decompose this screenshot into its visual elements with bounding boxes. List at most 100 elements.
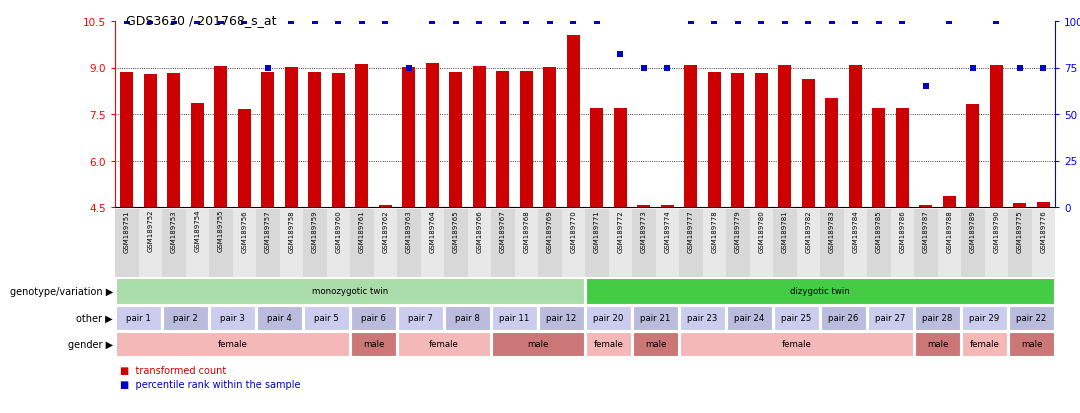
Bar: [232, 209, 256, 277]
Bar: [397, 209, 420, 277]
Text: pair 7: pair 7: [408, 314, 433, 323]
Text: pair 29: pair 29: [970, 314, 1000, 323]
Bar: [562, 209, 585, 277]
Point: [589, 19, 606, 25]
Point: [777, 19, 794, 25]
Point: [541, 19, 558, 25]
Bar: [779, 66, 792, 207]
Text: pair 20: pair 20: [593, 314, 623, 323]
Bar: [797, 209, 820, 277]
Bar: [873, 109, 886, 207]
Text: female: female: [429, 339, 459, 349]
Point: [118, 19, 135, 25]
Bar: [426, 64, 438, 207]
Text: male: male: [927, 339, 948, 349]
Point: [1011, 65, 1028, 71]
Text: GSM189777: GSM189777: [688, 209, 693, 252]
Text: GSM189758: GSM189758: [288, 209, 294, 252]
Text: ■  transformed count: ■ transformed count: [120, 365, 227, 375]
Text: GSM189780: GSM189780: [758, 209, 765, 252]
Text: male: male: [363, 339, 384, 349]
Text: GSM189769: GSM189769: [546, 209, 553, 252]
Bar: [919, 205, 932, 207]
Bar: [967, 105, 980, 207]
Text: other ▶: other ▶: [77, 313, 112, 323]
Bar: [116, 278, 584, 304]
Bar: [774, 306, 819, 330]
Point: [987, 19, 1004, 25]
Text: GSM189775: GSM189775: [1016, 209, 1023, 252]
Bar: [632, 209, 656, 277]
Text: pair 4: pair 4: [267, 314, 292, 323]
Text: pair 22: pair 22: [1016, 314, 1047, 323]
Bar: [750, 209, 773, 277]
Bar: [915, 306, 960, 330]
Text: GSM189766: GSM189766: [476, 209, 483, 252]
Bar: [868, 306, 913, 330]
Bar: [591, 109, 604, 207]
Text: pair 25: pair 25: [781, 314, 812, 323]
Point: [212, 19, 229, 25]
Bar: [539, 306, 584, 330]
Text: dizygotic twin: dizygotic twin: [791, 287, 850, 296]
Bar: [773, 209, 797, 277]
Text: GSM189782: GSM189782: [806, 209, 811, 252]
Text: pair 24: pair 24: [734, 314, 765, 323]
Text: pair 12: pair 12: [546, 314, 577, 323]
Point: [870, 19, 888, 25]
Point: [893, 19, 910, 25]
Bar: [491, 209, 514, 277]
Text: GSM189755: GSM189755: [218, 209, 224, 252]
Bar: [351, 306, 396, 330]
Point: [964, 65, 982, 71]
Text: GSM189785: GSM189785: [876, 209, 881, 252]
Point: [729, 19, 746, 25]
Bar: [1031, 209, 1055, 277]
Bar: [849, 66, 862, 207]
Text: GSM189789: GSM189789: [970, 209, 975, 252]
Text: GSM189784: GSM189784: [852, 209, 859, 252]
Point: [306, 19, 323, 25]
Text: pair 3: pair 3: [220, 314, 245, 323]
Point: [329, 19, 347, 25]
Text: GSM189788: GSM189788: [946, 209, 953, 252]
Text: pair 1: pair 1: [126, 314, 151, 323]
Point: [447, 19, 464, 25]
Bar: [303, 306, 349, 330]
Text: GSM189771: GSM189771: [594, 209, 599, 252]
Bar: [120, 73, 133, 207]
Bar: [473, 67, 486, 207]
Text: GSM189778: GSM189778: [712, 209, 717, 252]
Bar: [613, 109, 626, 207]
Bar: [519, 71, 532, 207]
Bar: [962, 332, 1007, 356]
Bar: [843, 209, 867, 277]
Bar: [492, 306, 537, 330]
Point: [259, 65, 276, 71]
Bar: [633, 306, 678, 330]
Bar: [116, 332, 349, 356]
Bar: [586, 306, 631, 330]
Text: GSM189765: GSM189765: [453, 209, 459, 252]
Bar: [397, 332, 490, 356]
Bar: [144, 75, 157, 207]
Bar: [820, 209, 843, 277]
Bar: [308, 73, 321, 207]
Bar: [538, 209, 562, 277]
Bar: [162, 209, 186, 277]
Point: [189, 19, 206, 25]
Bar: [167, 74, 180, 207]
Bar: [633, 332, 678, 356]
Bar: [1009, 332, 1054, 356]
Bar: [656, 209, 679, 277]
Text: GSM189779: GSM189779: [734, 209, 741, 252]
Text: GSM189776: GSM189776: [1040, 209, 1047, 252]
Bar: [191, 104, 204, 207]
Bar: [256, 209, 280, 277]
Text: male: male: [645, 339, 666, 349]
Bar: [402, 68, 415, 207]
Bar: [731, 74, 744, 207]
Text: GSM189762: GSM189762: [382, 209, 388, 252]
Text: GSM189783: GSM189783: [828, 209, 835, 252]
Point: [799, 19, 816, 25]
